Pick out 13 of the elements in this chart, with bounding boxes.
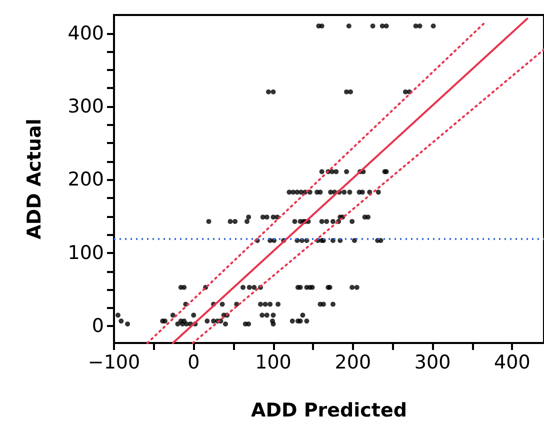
y-tick-label: 0 [92,315,104,338]
x-tick-label: 200 [334,352,372,374]
x-tick-label: −100 [88,352,140,374]
y-axis-title: ADD Actual [24,118,46,240]
x-tick-label: 100 [255,352,292,374]
x-tick-label: 300 [414,352,451,374]
y-tick-label: 300 [68,96,104,118]
y-tick-label: 400 [68,22,104,44]
x-tick-label: 0 [188,352,200,374]
y-tick-label: 100 [68,242,104,264]
y-tick-label: 200 [68,168,104,191]
x-tick-label: 400 [494,352,530,374]
x-axis-title: ADD Predicted [251,400,407,422]
